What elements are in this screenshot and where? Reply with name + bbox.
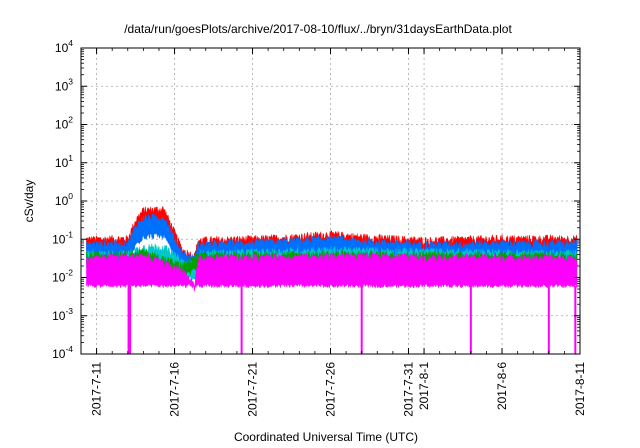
y-tick-label: 10-3 bbox=[52, 306, 73, 323]
y-axis-label: cSv/day bbox=[22, 180, 36, 223]
y-tick-label: 10-1 bbox=[52, 229, 73, 246]
x-tick-label: 2017-7-21 bbox=[246, 362, 260, 417]
x-tick-label: 2017-7-16 bbox=[168, 362, 182, 417]
axis-ticks: 10-4 10-3 10-2 10-1 100 101 102 103 104 2017-7-11… bbox=[52, 38, 587, 417]
y-tick-label: 100 bbox=[55, 191, 73, 208]
x-tick-label: 2017-7-26 bbox=[324, 362, 338, 417]
y-tick-label: 103 bbox=[55, 76, 73, 93]
x-tick-label: 2017-7-31 bbox=[402, 362, 416, 417]
y-tick-label: 10-4 bbox=[52, 344, 73, 361]
x-tick-label: 2017-8-11 bbox=[573, 362, 587, 416]
x-tick-label: 2017-8-6 bbox=[495, 362, 509, 410]
y-tick-label: 10-2 bbox=[52, 268, 73, 285]
series-band bbox=[86, 252, 578, 292]
x-axis-label: Coordinated Universal Time (UTC) bbox=[234, 430, 418, 444]
data-series-group bbox=[86, 205, 578, 354]
y-tick-label: 101 bbox=[55, 153, 73, 170]
x-tick-label: 2017-7-11 bbox=[90, 362, 104, 416]
x-tick-label: 2017-8-1 bbox=[417, 362, 431, 410]
y-tick-label: 102 bbox=[55, 115, 73, 132]
chart-title: /data/run/goesPlots/archive/2017-08-10/f… bbox=[124, 22, 512, 36]
grid-lines bbox=[81, 48, 580, 354]
y-tick-label: 104 bbox=[55, 38, 73, 55]
